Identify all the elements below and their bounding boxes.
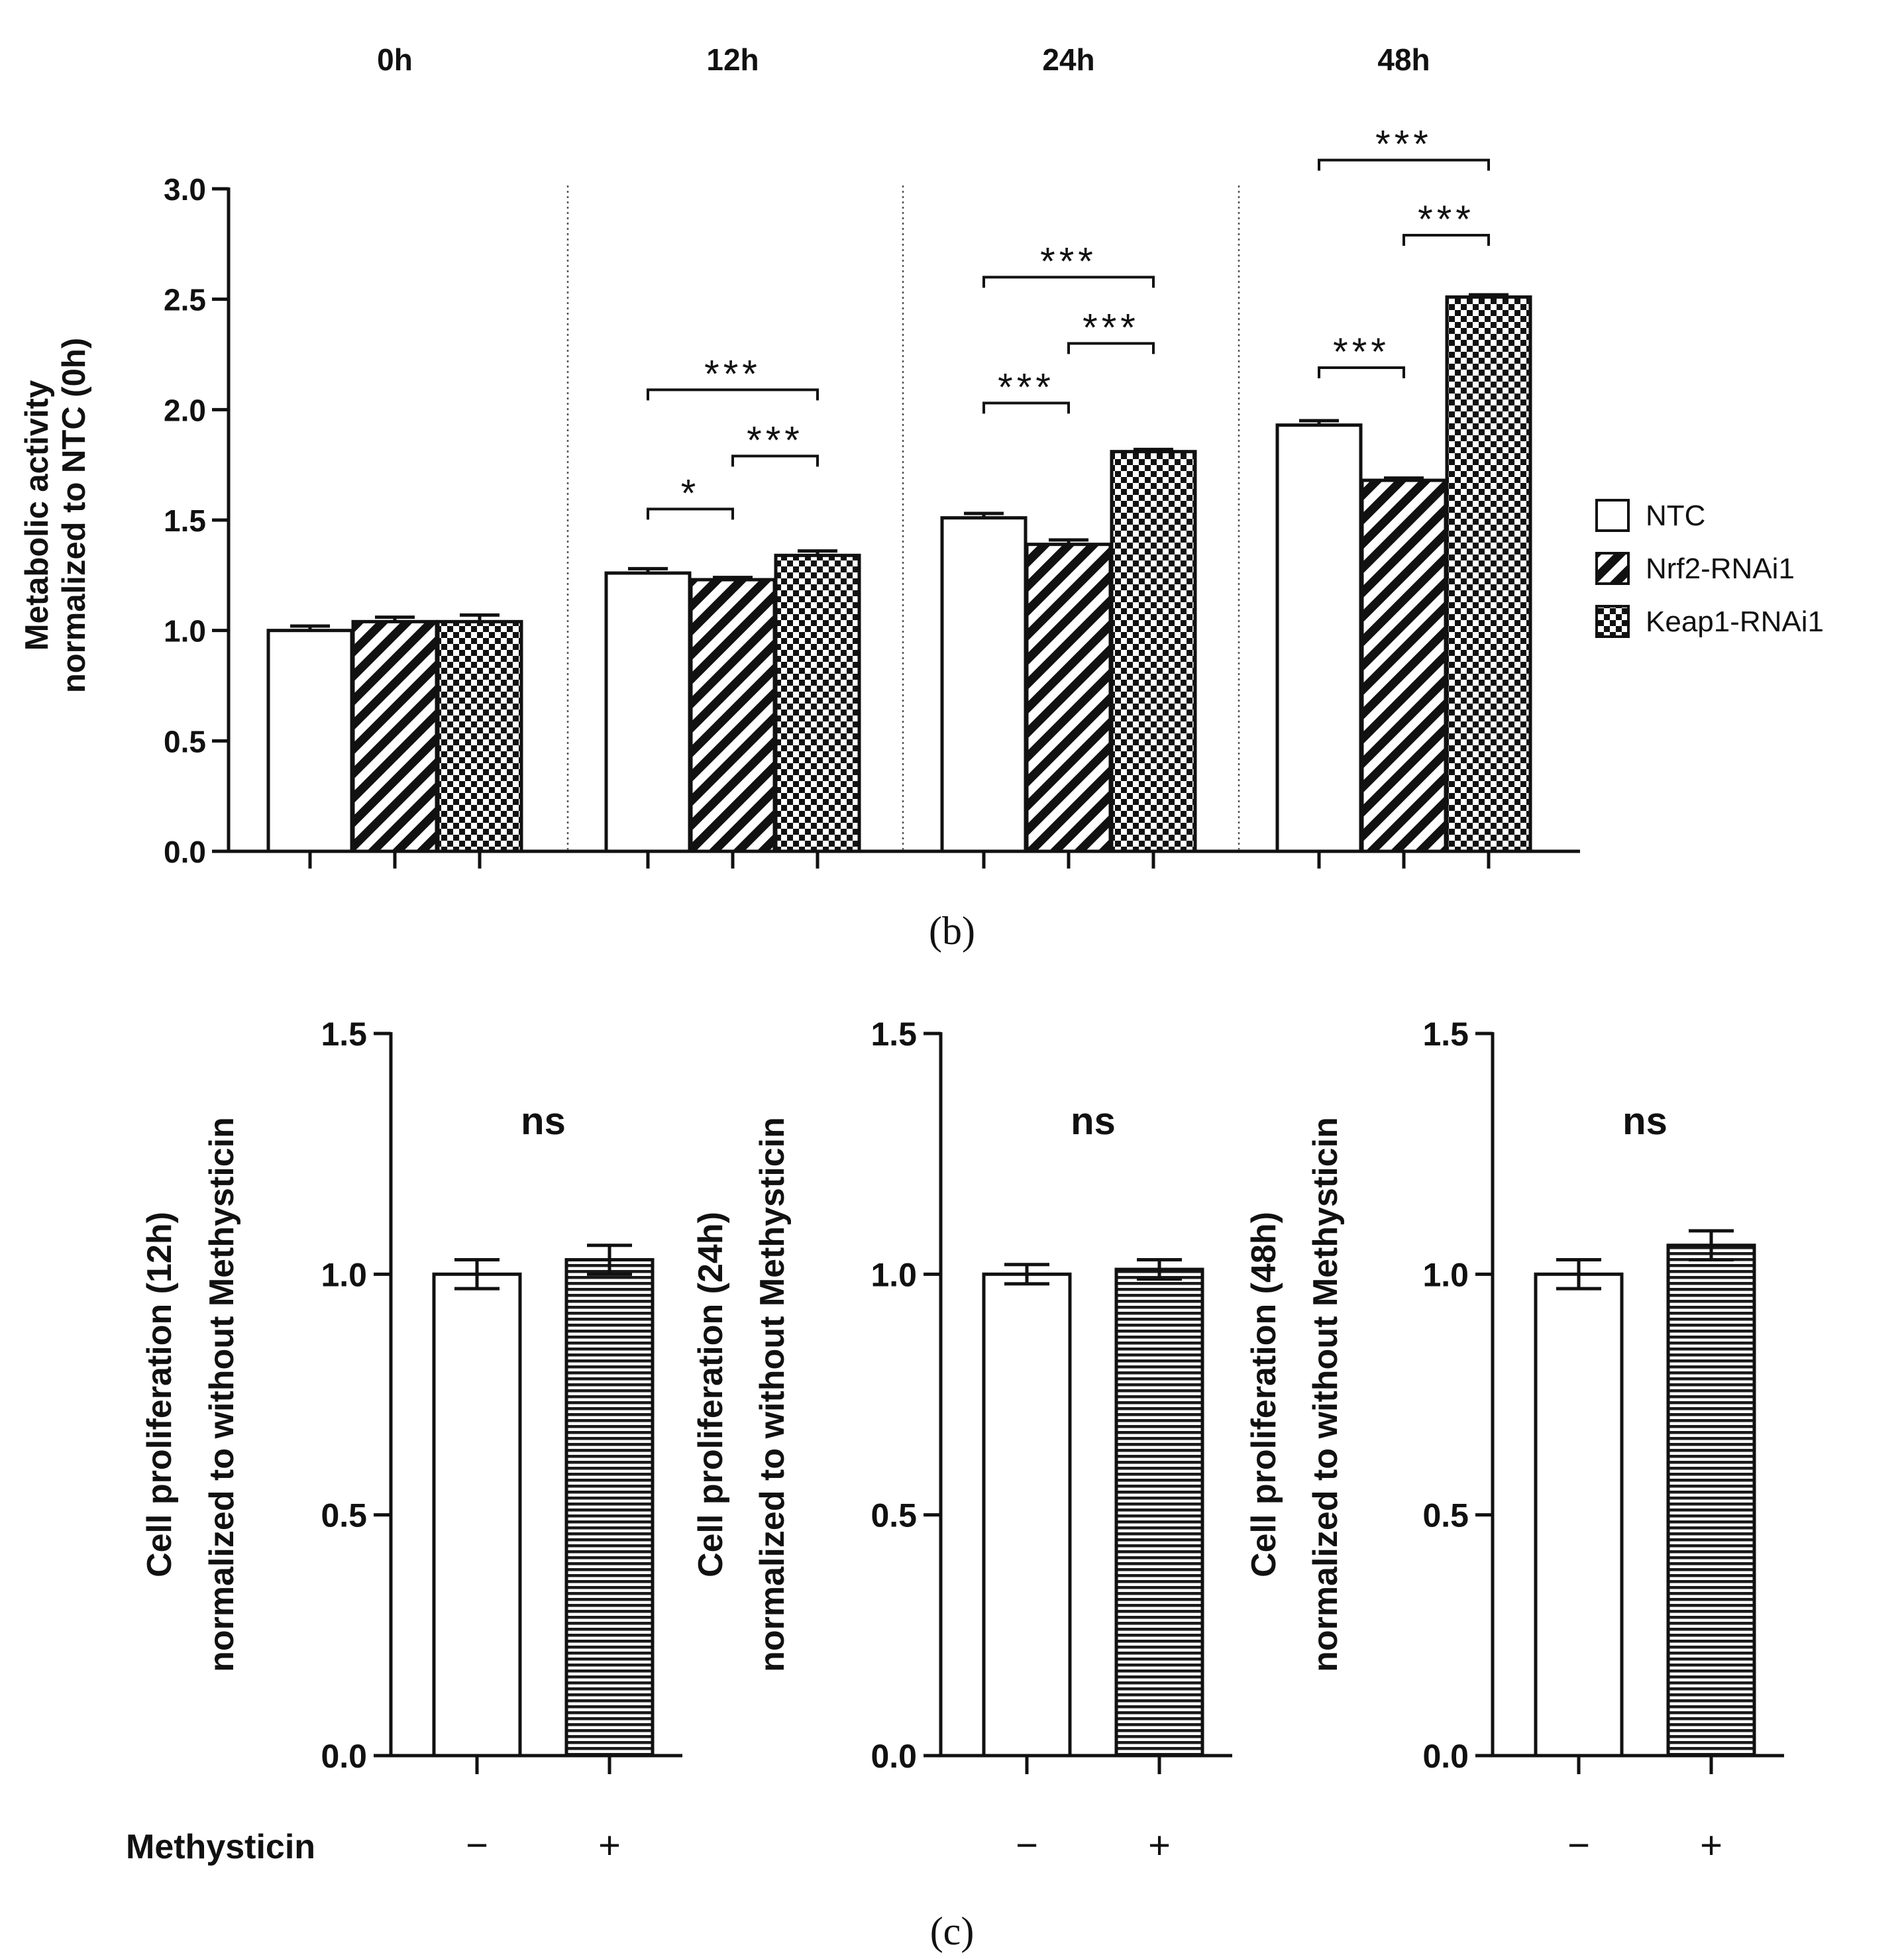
bar-without-methysticin: [982, 1272, 1072, 1758]
group-titles: 0h 12h 24h 48h: [377, 42, 1430, 77]
y-tick-label: 0.0: [1422, 1738, 1469, 1775]
bar-with-methysticin: [1666, 1244, 1756, 1758]
y-tick-label: 2.5: [164, 283, 206, 317]
y-tick-label: 3.0: [164, 172, 206, 207]
significance-label: ***: [704, 352, 761, 396]
panel-label-c: (c): [930, 1909, 975, 1953]
y-tick-label: 1.5: [871, 1016, 917, 1053]
significance-annotation-ns: ns: [1622, 1100, 1667, 1143]
significance-label: ***: [1418, 198, 1475, 241]
bar-Nrf2-RNAi1-12h: [689, 578, 776, 853]
y-tick-label: 0.5: [1422, 1497, 1469, 1534]
panel-label-b: (b): [929, 909, 975, 953]
group-title-48h: 48h: [1377, 42, 1430, 77]
y-axis-label-line-1: Metabolic activity: [19, 380, 55, 651]
y-tick-label: 2.0: [164, 393, 206, 427]
significance-annotation-ns: ns: [521, 1100, 566, 1143]
legend-swatch-Keap1-RNAi1: [1595, 605, 1630, 638]
y-tick-label: 0.5: [321, 1497, 367, 1534]
bars-b: [266, 293, 1532, 853]
bar-Nrf2-RNAi1-48h: [1360, 478, 1448, 853]
subplot-2: 0.0 0.5 1.0 1.5 Cell proliferation (24h) norm…: [692, 1016, 1232, 1867]
x-tick-label: −: [466, 1824, 488, 1867]
legend-label-NTC: NTC: [1646, 500, 1705, 532]
x-axis-title-methysticin: Methysticin: [126, 1828, 315, 1866]
group-title-0h: 0h: [377, 42, 413, 77]
bar-without-methysticin: [432, 1272, 522, 1758]
x-tick-label: +: [1700, 1824, 1722, 1867]
significance-annotation-ns: ns: [1071, 1100, 1116, 1143]
y-tick-label: 1.5: [321, 1016, 367, 1053]
y-tick-label: 0.5: [164, 724, 206, 759]
bar-with-methysticin: [564, 1258, 655, 1758]
bar-Keap1-RNAi1-24h: [1110, 450, 1197, 853]
significance-bracket: [647, 507, 734, 520]
subplots-c: 0.0 0.5 1.0 1.5 Cell proliferation (12h) norm…: [140, 1016, 1784, 1867]
significance-label: ***: [1333, 331, 1390, 374]
bar-Keap1-RNAi1-48h: [1445, 295, 1532, 853]
y-tick-label: 0.0: [321, 1738, 367, 1775]
x-tick-label: −: [1567, 1824, 1590, 1867]
y-axis-label-line-1: Cell proliferation (24h): [692, 1212, 730, 1577]
legend-label-Nrf2-RNAi1: Nrf2-RNAi1: [1646, 553, 1795, 585]
significance-label: *: [681, 472, 700, 515]
significance-label: ***: [1375, 123, 1432, 166]
group-title-12h: 12h: [706, 42, 759, 77]
significance-bracket: [731, 454, 819, 467]
bar-Keap1-RNAi1-0h: [436, 619, 523, 853]
bar-NTC-24h: [940, 516, 1028, 853]
legend: NTC Nrf2-RNAi1 Keap1-RNAi1: [1595, 499, 1824, 638]
y-tick-label: 1.5: [1422, 1016, 1469, 1053]
significance-bracket: [982, 276, 1155, 288]
bar-NTC-12h: [604, 571, 692, 853]
y-axis-label-line-2: normalized to NTC (0h): [56, 338, 92, 693]
significance-bracket: [1318, 366, 1405, 378]
x-tick-label: −: [1016, 1824, 1038, 1867]
legend-swatch-Nrf2-RNAi1: [1595, 552, 1630, 585]
bar-Nrf2-RNAi1-24h: [1025, 543, 1112, 853]
y-axis-label-line-2: normalized to without Methysticin: [1306, 1117, 1345, 1672]
y-tick-label: 1.0: [871, 1256, 917, 1293]
panel-b-chart: 0h 12h 24h 48h 0.00.51.01.52.02.53.0 ******…: [19, 42, 1824, 953]
y-tick-label: 1.5: [164, 503, 206, 538]
significance-bracket: [1067, 342, 1155, 354]
y-axis-label-line-1: Cell proliferation (12h): [140, 1212, 179, 1577]
bar-with-methysticin: [1114, 1267, 1204, 1758]
bar-NTC-0h: [266, 629, 354, 853]
significance-label: ***: [1083, 306, 1139, 349]
y-axis-label-line-2: normalized to without Methysticin: [753, 1117, 792, 1672]
bar-without-methysticin: [1534, 1272, 1624, 1758]
panel-c-charts: 0.0 0.5 1.0 1.5 Cell proliferation (12h) norm…: [126, 1016, 1784, 1953]
y-axis-label-line-1: Cell proliferation (48h): [1245, 1212, 1283, 1577]
subplot-1: 0.0 0.5 1.0 1.5 Cell proliferation (12h) norm…: [140, 1016, 682, 1867]
bar-Nrf2-RNAi1-0h: [351, 619, 439, 853]
significance-label: ***: [747, 419, 804, 462]
significance-brackets-b: ******* ******************: [647, 123, 1490, 520]
x-tick-label: +: [598, 1824, 621, 1867]
significance-bracket: [1402, 234, 1490, 246]
x-tick-label: +: [1148, 1824, 1171, 1867]
y-tick-label: 1.0: [1422, 1256, 1469, 1293]
legend-label-Keap1-RNAi1: Keap1-RNAi1: [1646, 606, 1824, 638]
legend-swatch-NTC: [1595, 499, 1630, 532]
significance-bracket: [1318, 158, 1490, 171]
y-tick-label: 0.0: [164, 835, 206, 869]
bar-NTC-48h: [1275, 423, 1363, 853]
y-axis-label-line-2: normalized to without Methysticin: [203, 1117, 241, 1672]
y-tick-label: 1.0: [321, 1256, 367, 1293]
significance-bracket: [647, 388, 819, 401]
subplot-3: 0.0 0.5 1.0 1.5 Cell proliferation (48h) norm…: [1245, 1016, 1784, 1867]
significance-label: ***: [1040, 240, 1097, 283]
group-title-24h: 24h: [1042, 42, 1094, 77]
y-tick-label: 0.0: [871, 1738, 917, 1775]
bar-Keap1-RNAi1-12h: [774, 553, 861, 853]
y-tick-label: 1.0: [164, 614, 206, 649]
y-tick-label: 0.5: [871, 1497, 917, 1534]
significance-bracket: [982, 401, 1070, 414]
significance-label: ***: [998, 366, 1055, 409]
